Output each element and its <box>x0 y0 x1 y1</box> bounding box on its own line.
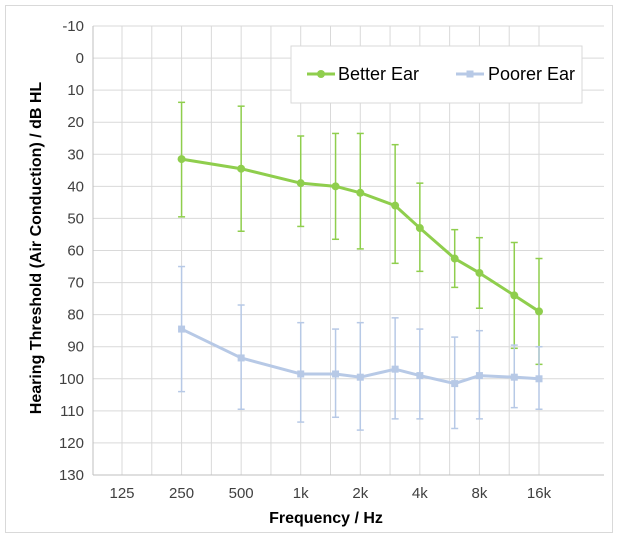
y-tick-label: 60 <box>67 243 84 260</box>
x-tick-label: 125 <box>109 485 134 502</box>
y-tick-label: 70 <box>67 275 84 292</box>
x-tick-label: 8k <box>472 485 488 502</box>
data-point-poorer-ear <box>451 380 459 388</box>
y-tick-label: 80 <box>67 307 84 324</box>
legend-marker-poorer-ear <box>466 70 474 78</box>
data-point-better-ear <box>535 307 543 316</box>
y-axis-title: Hearing Threshold (Air Conduction) / dB … <box>28 82 45 415</box>
data-point-poorer-ear <box>332 370 340 378</box>
data-point-better-ear <box>296 179 305 188</box>
legend-box <box>290 45 583 104</box>
data-point-poorer-ear <box>237 354 245 362</box>
data-point-better-ear <box>356 188 365 197</box>
data-point-poorer-ear <box>510 373 518 381</box>
x-axis-title: Frequency / Hz <box>269 510 383 527</box>
y-tick-label: 110 <box>60 403 84 420</box>
data-point-better-ear <box>475 268 484 277</box>
y-tick-label: 40 <box>67 178 84 195</box>
y-tick-label: 10 <box>67 82 84 99</box>
y-tick-label: 50 <box>67 210 84 227</box>
data-point-poorer-ear <box>416 372 424 380</box>
x-tick-label: 250 <box>169 485 194 502</box>
y-tick-label: 20 <box>67 114 84 131</box>
data-point-poorer-ear <box>535 375 543 383</box>
data-point-poorer-ear <box>475 372 483 380</box>
y-tick-label: 100 <box>59 371 84 388</box>
x-tick-label: 2k <box>352 485 368 502</box>
data-point-better-ear <box>237 164 246 173</box>
data-point-poorer-ear <box>297 370 305 378</box>
x-tick-label: 500 <box>229 485 254 502</box>
y-tick-label: 30 <box>67 146 84 163</box>
data-point-better-ear <box>450 254 459 263</box>
y-tick-label: 130 <box>59 467 84 484</box>
grid <box>93 25 604 476</box>
legend-label-poorer-ear: Poorer Ear <box>488 64 575 84</box>
x-tick-label: 16k <box>527 485 552 502</box>
legend-marker-better-ear <box>317 70 325 78</box>
legend-label-better-ear: Better Ear <box>338 64 419 84</box>
y-tick-label: 0 <box>76 50 84 67</box>
data-point-poorer-ear <box>391 365 399 373</box>
data-point-poorer-ear <box>356 373 364 381</box>
data-point-better-ear <box>177 155 186 164</box>
y-tick-label: 120 <box>59 435 84 452</box>
axes: -10 0 10 20 30 40 50 60 70 80 90 100 110 120 130 125 250… <box>59 18 604 502</box>
legend: Better Ear Poorer Ear <box>290 45 583 104</box>
data-point-better-ear <box>391 201 400 210</box>
series <box>177 101 543 431</box>
x-tick-label: 4k <box>412 485 428 502</box>
data-point-poorer-ear <box>178 325 186 333</box>
y-tick-label: 90 <box>67 339 84 356</box>
data-point-better-ear <box>331 182 340 191</box>
x-tick-label: 1k <box>293 485 309 502</box>
data-point-better-ear <box>510 291 519 300</box>
data-point-better-ear <box>415 224 424 233</box>
y-tick-label: -10 <box>62 18 84 35</box>
